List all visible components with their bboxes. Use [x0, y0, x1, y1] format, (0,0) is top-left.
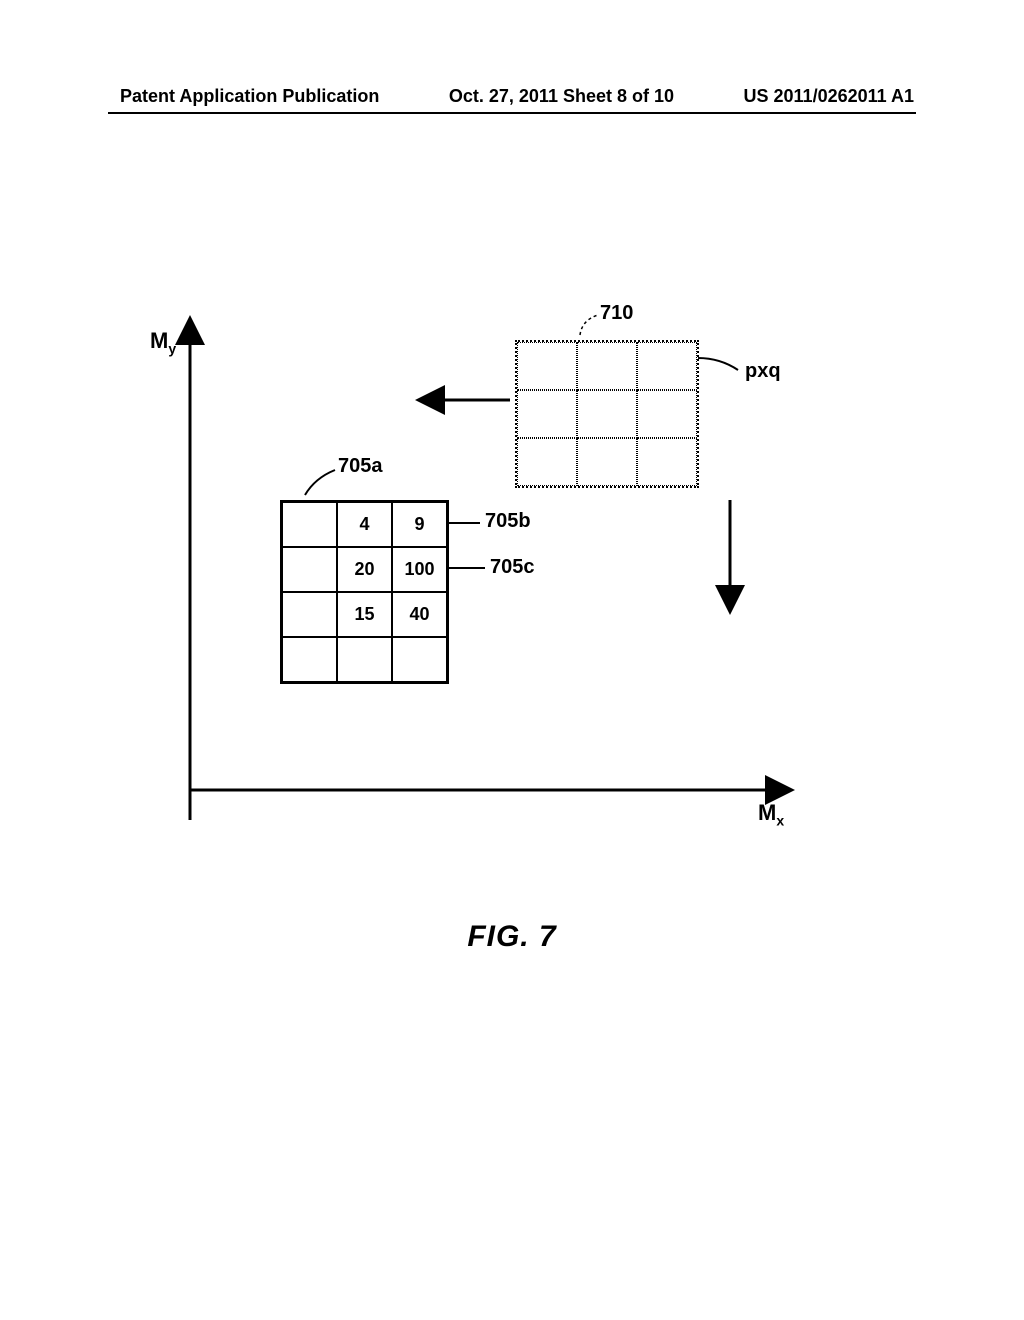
grid-cell [337, 637, 392, 682]
header-rule [108, 112, 916, 114]
grid-cell [282, 592, 337, 637]
dotted-cell [577, 390, 637, 438]
y-axis-label-sub: y [168, 340, 176, 356]
dotted-grid-710 [515, 340, 699, 488]
figure-7: My Mx [120, 310, 900, 870]
grid-cell [282, 547, 337, 592]
leader-pxq [698, 358, 738, 370]
figure-caption: FIG. 7 [0, 920, 1024, 954]
callout-pxq: pxq [745, 360, 781, 383]
x-axis-label: Mx [758, 800, 784, 828]
grid-cell: 40 [392, 592, 447, 637]
dotted-cell [577, 342, 637, 390]
x-axis-label-main: M [758, 800, 776, 825]
dotted-cell [517, 342, 577, 390]
patent-page: Patent Application Publication Oct. 27, … [0, 0, 1024, 1320]
grid-cell [282, 637, 337, 682]
grid-row: 20 100 [282, 547, 447, 592]
dotted-cell [637, 342, 697, 390]
dotted-row [517, 438, 697, 486]
x-axis-label-sub: x [776, 812, 784, 828]
leader-705a [305, 470, 335, 495]
grid-cell [392, 637, 447, 682]
grid-cell: 100 [392, 547, 447, 592]
dotted-cell [517, 438, 577, 486]
grid-cell: 20 [337, 547, 392, 592]
dotted-cell [517, 390, 577, 438]
callout-705b: 705b [485, 510, 531, 533]
grid-cell: 9 [392, 502, 447, 547]
dotted-row [517, 390, 697, 438]
axes-svg [120, 310, 900, 870]
y-axis-label-main: M [150, 328, 168, 353]
dotted-cell [577, 438, 637, 486]
header-right: US 2011/0262011 A1 [744, 86, 914, 107]
callout-710: 710 [600, 302, 633, 325]
y-axis-label: My [150, 328, 176, 356]
grid-row: 4 9 [282, 502, 447, 547]
header-center: Oct. 27, 2011 Sheet 8 of 10 [449, 86, 674, 107]
callout-705c: 705c [490, 556, 535, 579]
dotted-cell [637, 390, 697, 438]
grid-cell: 15 [337, 592, 392, 637]
dotted-row [517, 342, 697, 390]
header-left: Patent Application Publication [120, 86, 379, 107]
solid-grid-705: 4 9 20 100 15 40 [280, 500, 449, 684]
leader-710 [580, 315, 598, 335]
grid-row: 15 40 [282, 592, 447, 637]
grid-cell [282, 502, 337, 547]
page-header: Patent Application Publication Oct. 27, … [0, 86, 1024, 107]
dotted-cell [637, 438, 697, 486]
callout-705a: 705a [338, 455, 383, 478]
grid-cell: 4 [337, 502, 392, 547]
grid-row [282, 637, 447, 682]
